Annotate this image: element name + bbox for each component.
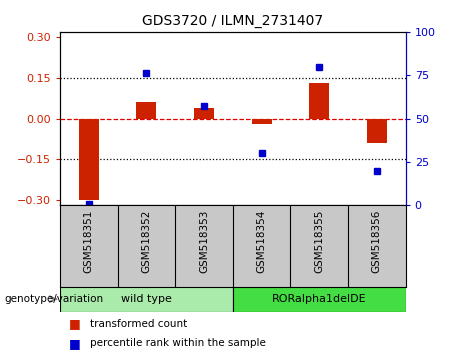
Text: GSM518351: GSM518351 — [84, 209, 94, 273]
Text: GSM518352: GSM518352 — [142, 209, 151, 273]
Text: percentile rank within the sample: percentile rank within the sample — [90, 338, 266, 348]
Text: ■: ■ — [69, 337, 81, 350]
Bar — [79, 119, 99, 200]
Bar — [367, 119, 387, 143]
Bar — [194, 108, 214, 119]
Text: genotype/variation: genotype/variation — [5, 294, 104, 304]
Bar — [136, 102, 156, 119]
Bar — [233, 287, 406, 312]
Bar — [252, 119, 272, 124]
Text: ■: ■ — [69, 318, 81, 330]
Bar — [60, 287, 233, 312]
Text: transformed count: transformed count — [90, 319, 187, 329]
Text: GSM518356: GSM518356 — [372, 209, 382, 273]
Text: GSM518354: GSM518354 — [257, 209, 266, 273]
Text: RORalpha1delDE: RORalpha1delDE — [272, 294, 366, 304]
Title: GDS3720 / ILMN_2731407: GDS3720 / ILMN_2731407 — [142, 14, 323, 28]
Text: wild type: wild type — [121, 294, 172, 304]
Text: GSM518353: GSM518353 — [199, 209, 209, 273]
Text: GSM518355: GSM518355 — [314, 209, 324, 273]
Bar — [309, 83, 329, 119]
